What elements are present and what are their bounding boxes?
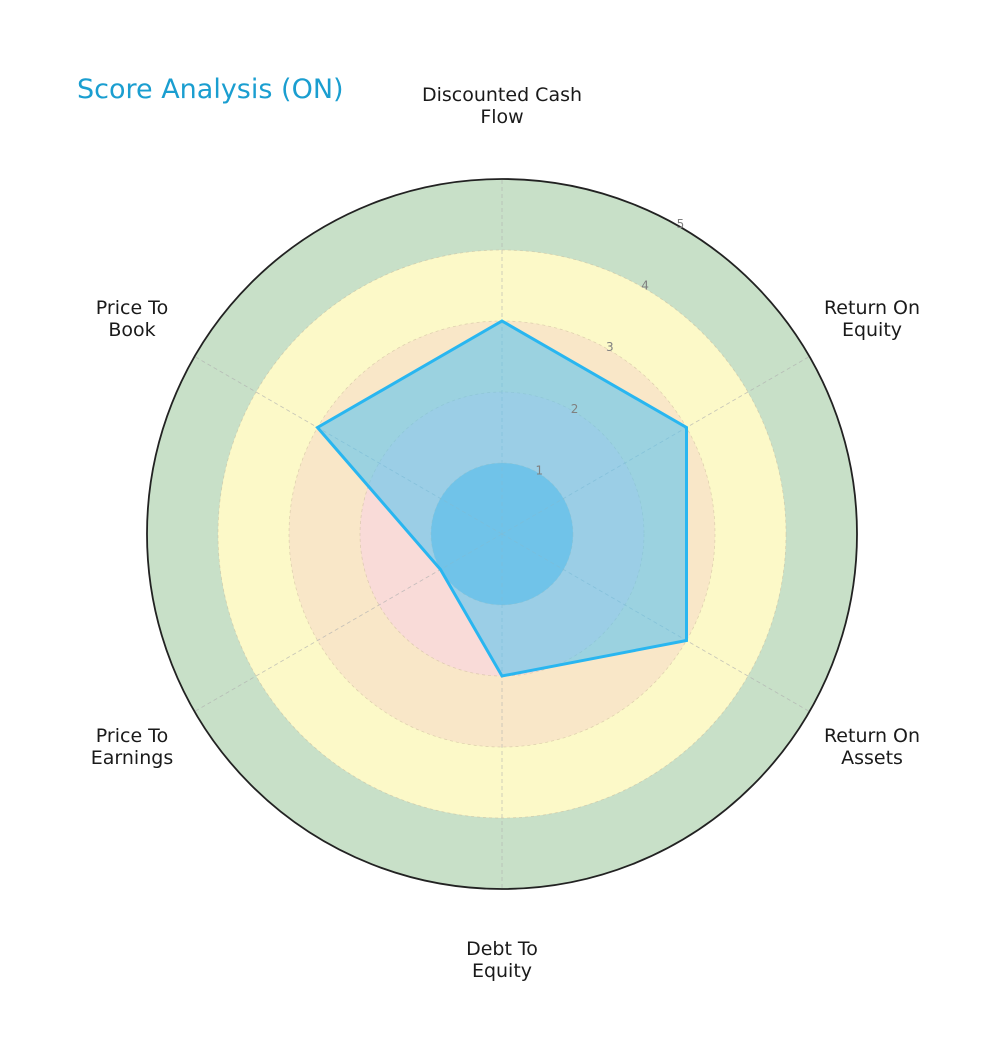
axis-labels: Discounted Cash Flow Return On Equity Return… (91, 84, 920, 982)
r-tick-label: 5 (677, 217, 685, 231)
data-series (315, 319, 688, 678)
r-tick-label: 2 (571, 402, 579, 416)
outer-ring (146, 178, 858, 890)
series-area (317, 321, 687, 676)
axis-label: Price To Book (96, 297, 168, 341)
r-tick-labels: 1 2 3 4 5 (535, 217, 684, 477)
axis-label: Discounted Cash Flow (422, 84, 582, 128)
r-tick-label: 4 (641, 279, 649, 293)
r-tick-label: 3 (606, 340, 614, 354)
r-tick-label: 1 (535, 463, 543, 477)
chart-title: Score Analysis (ON) (77, 74, 344, 105)
axis-label: Return On Equity (824, 297, 920, 341)
series-outline (315, 319, 688, 678)
axis-label: Price To Earnings (91, 725, 173, 769)
axis-label: Debt To Equity (466, 938, 538, 982)
axis-label: Return On Assets (824, 725, 920, 769)
